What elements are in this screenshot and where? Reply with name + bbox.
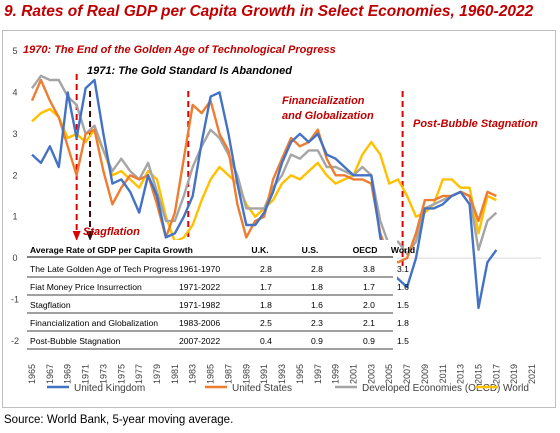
divider-1970-arrow [72,231,81,241]
x-tick-label: 2009 [420,364,430,384]
legend-label: Developed Economies (OECD) [362,383,500,394]
table-cell: 1.8 [260,300,272,310]
y-tick-label: 4 [12,87,17,97]
x-tick-label: 1979 [152,364,162,384]
x-tick-label: 1965 [27,364,37,384]
x-tick-label: 1985 [206,364,216,384]
table-cell: 0.4 [260,336,272,346]
x-tick-label: 2021 [527,364,537,384]
y-tick-label: 5 [12,46,17,56]
table-cell: 1.8 [397,318,409,328]
table-cell: Post-Bubble Stagnation [30,336,121,346]
legend-label: United Kingdom [74,383,145,394]
x-tick-label: 1999 [331,364,341,384]
table-cell: 1971-1982 [179,300,220,310]
source-note: Source: World Bank, 5-year moving averag… [4,414,234,426]
table-cell: 1.7 [260,282,272,292]
table-cell: Fiat Money Price Insurrection [30,282,142,292]
series-line-united-kingdom [31,78,498,310]
gdp-line-chart: -2 -1 0 1 2 3 4 5 1965 1967 1969 1971 1973 1975 1977 19… [11,44,541,394]
table-cell: Financialization and Globalization [30,318,158,328]
series-line-united-states [30,78,497,264]
annotation-4: and Globalization [282,110,374,122]
y-tick-label: 2 [12,170,17,180]
axes: -2 -1 0 1 2 3 4 5 1965 1967 1969 1971 1973 1975 1977 19… [11,46,541,384]
table-cell: 1.5 [397,300,409,310]
table-header-cell: U.S. [302,245,319,255]
x-tick-label: 1997 [313,364,323,384]
y-tick-label: -1 [11,295,19,305]
table-cell: 3.8 [363,264,375,274]
x-tick-label: 1977 [134,364,144,384]
x-tick-label: 1993 [277,364,287,384]
x-tick-label: 1989 [241,364,251,384]
x-tick-label: 2013 [456,364,466,384]
table-header-cell: U.K. [251,245,268,255]
table-cell: 3.1 [397,264,409,274]
y-tick-label: 3 [12,129,17,139]
table-cell: 1.7 [363,282,375,292]
chart-frame: -2 -1 0 1 2 3 4 5 1965 1967 1969 1971 1973 1975 1977 19… [2,30,556,408]
x-tick-label: 2019 [509,364,519,384]
annotation-6: Stagflation [83,226,140,238]
table-cell: 1961-1970 [179,264,220,274]
table-header-cell: World [391,245,415,255]
table-cell: Stagflation [30,300,71,310]
x-tick-label: 1991 [259,364,269,384]
x-tick-label: 2011 [438,364,448,383]
annotation-1: 1970: The End of the Golden Age of Techn… [23,44,336,56]
table-background [25,240,397,348]
x-tick-label: 2017 [491,364,501,384]
table-cell: 2.0 [363,300,375,310]
table-cell: 2.8 [311,264,323,274]
table-cell: 2.1 [363,318,375,328]
x-tick-label: 1981 [170,364,180,384]
x-tick-label: 2001 [348,364,358,384]
legend-label: United States [232,383,292,394]
table-cell: 1.6 [311,300,323,310]
legend: United Kingdom United States Developed Eco… [47,383,529,394]
chart-title: 9. Rates of Real GDP per Capita Growth i… [4,3,534,20]
table-cell: 2.5 [260,318,272,328]
table-header-cell: OECD [353,245,378,255]
table-cell: 1971-2022 [179,282,220,292]
x-tick-label: 2007 [402,364,412,384]
table-cell: The Late Golden Age of Tech Progress [30,264,178,274]
table-cell: 2.3 [311,318,323,328]
table-header-cell: Average Rate of GDP per Capita Growth [30,245,193,255]
x-tick-label: 1983 [188,364,198,384]
table-cell: 0.9 [311,336,323,346]
x-tick-label: 2003 [366,364,376,384]
legend-label: World [503,383,529,394]
x-tick-label: 2015 [473,364,483,384]
x-tick-label: 1995 [295,364,305,384]
annotation-2: 1971: The Gold Standard Is Abandoned [87,65,292,77]
x-tick-label: 1973 [98,364,108,384]
x-tick-label: 2005 [384,364,394,384]
table-cell: 2.8 [260,264,272,274]
table-cell: 0.9 [363,336,375,346]
x-tick-label: 1971 [81,364,91,384]
summary-table: Average Rate of GDP per Capita Growth U.K… [25,240,415,350]
divider-1971-arrow [86,231,95,241]
table-cell: 1.5 [397,336,409,346]
x-tick-label: 1987 [223,364,233,384]
x-tick-label: 1967 [45,364,55,384]
annotation-3: Financialization [282,95,365,107]
annotations: 1970: The End of the Golden Age of Techn… [23,44,538,238]
annotation-5: Post-Bubble Stagnation [413,118,538,130]
table-cell: 2007-2022 [179,336,220,346]
x-tick-label: 1975 [116,364,126,384]
y-tick-label: 0 [12,253,17,263]
y-tick-label: -2 [11,336,19,346]
x-tick-label: 1969 [63,364,73,384]
table-cell: 1983-2006 [179,318,220,328]
table-cell: 1.6 [397,282,409,292]
y-tick-label: 1 [12,212,17,222]
table-cell: 1.8 [311,282,323,292]
series-lines [30,74,498,310]
